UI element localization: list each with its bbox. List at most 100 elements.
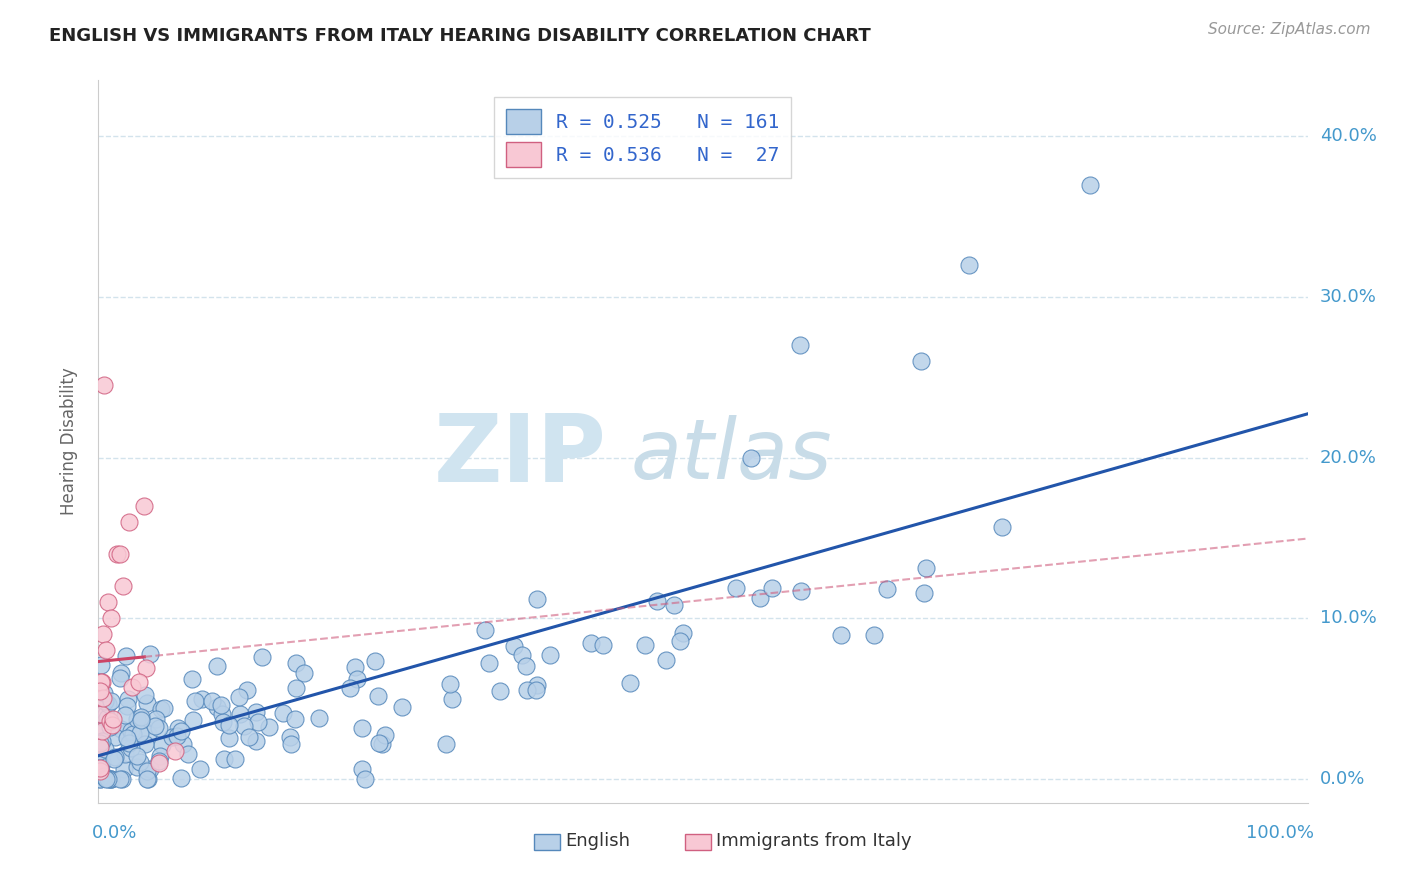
Point [134, 499, 156, 513]
Point [191, 692, 214, 706]
Point [118, 515, 141, 529]
Point [228, 690, 250, 704]
Point [114, 708, 136, 723]
Point [257, 720, 280, 734]
Point [645, 593, 668, 607]
Point [350, 721, 373, 735]
Point [284, 681, 307, 696]
Point [136, 764, 159, 778]
Point [172, 737, 194, 751]
Point [789, 584, 811, 599]
Point [89, 739, 111, 754]
Point [114, 649, 136, 664]
Point [910, 354, 932, 368]
Point [184, 694, 207, 708]
Legend: R = 0.525   N = 161, R = 0.536   N =  27: R = 0.525 N = 161, R = 0.536 N = 27 [494, 97, 792, 178]
Point [167, 721, 190, 735]
Point [96, 772, 118, 786]
Point [100, 694, 122, 708]
Point [957, 258, 980, 272]
Point [90, 758, 112, 772]
Point [344, 660, 367, 674]
Point [510, 648, 533, 663]
Point [160, 731, 183, 745]
Point [115, 731, 138, 745]
Point [662, 598, 685, 612]
Point [201, 694, 224, 708]
Point [526, 591, 548, 606]
Point [148, 756, 170, 770]
Point [246, 715, 269, 730]
Point [245, 734, 267, 748]
Point [876, 582, 898, 596]
Point [148, 754, 170, 768]
Point [135, 661, 157, 675]
Point [122, 727, 145, 741]
Point [352, 762, 374, 776]
Point [207, 699, 229, 714]
Point [990, 519, 1012, 533]
Point [368, 736, 391, 750]
Point [152, 738, 174, 752]
Point [94, 706, 117, 721]
Point [170, 772, 193, 786]
Text: atlas: atlas [630, 416, 832, 497]
Point [91, 627, 114, 641]
Point [90, 756, 112, 770]
Point [100, 611, 122, 625]
Text: ZIP: ZIP [433, 410, 606, 502]
Point [97, 772, 120, 786]
Point [669, 634, 692, 648]
Point [371, 737, 394, 751]
Point [96, 710, 118, 724]
Point [120, 724, 142, 739]
Point [104, 731, 127, 745]
Point [89, 683, 111, 698]
Point [524, 682, 547, 697]
Point [128, 755, 150, 769]
Point [89, 772, 111, 786]
Point [502, 639, 524, 653]
Point [211, 714, 233, 729]
Point [94, 771, 117, 785]
Point [374, 728, 396, 742]
Point [367, 689, 389, 703]
Point [89, 657, 111, 672]
Point [129, 714, 152, 728]
Point [127, 749, 149, 764]
Point [346, 672, 368, 686]
Point [101, 712, 124, 726]
Point [90, 707, 112, 722]
Text: Source: ZipAtlas.com: Source: ZipAtlas.com [1208, 22, 1371, 37]
Point [90, 707, 112, 722]
Point [391, 700, 413, 714]
Point [912, 586, 935, 600]
Point [474, 623, 496, 637]
Point [212, 752, 235, 766]
Point [89, 736, 111, 750]
Point [98, 772, 121, 786]
Text: 30.0%: 30.0% [1320, 288, 1376, 306]
Point [211, 706, 233, 721]
Point [90, 675, 112, 690]
Y-axis label: Hearing Disability: Hearing Disability [59, 368, 77, 516]
Text: Immigrants from Italy: Immigrants from Italy [716, 832, 912, 850]
Text: 0.0%: 0.0% [1320, 770, 1365, 788]
Point [127, 760, 149, 774]
Point [364, 654, 387, 668]
Point [245, 705, 267, 719]
Point [538, 648, 561, 662]
Text: 100.0%: 100.0% [1246, 824, 1313, 842]
Point [579, 635, 602, 649]
Point [89, 744, 111, 758]
Point [188, 763, 211, 777]
Point [619, 676, 641, 690]
Point [90, 734, 112, 748]
Point [145, 712, 167, 726]
Point [135, 696, 157, 710]
Point [108, 671, 131, 685]
Point [117, 699, 139, 714]
Point [103, 751, 125, 765]
Point [117, 724, 139, 739]
Point [93, 769, 115, 783]
